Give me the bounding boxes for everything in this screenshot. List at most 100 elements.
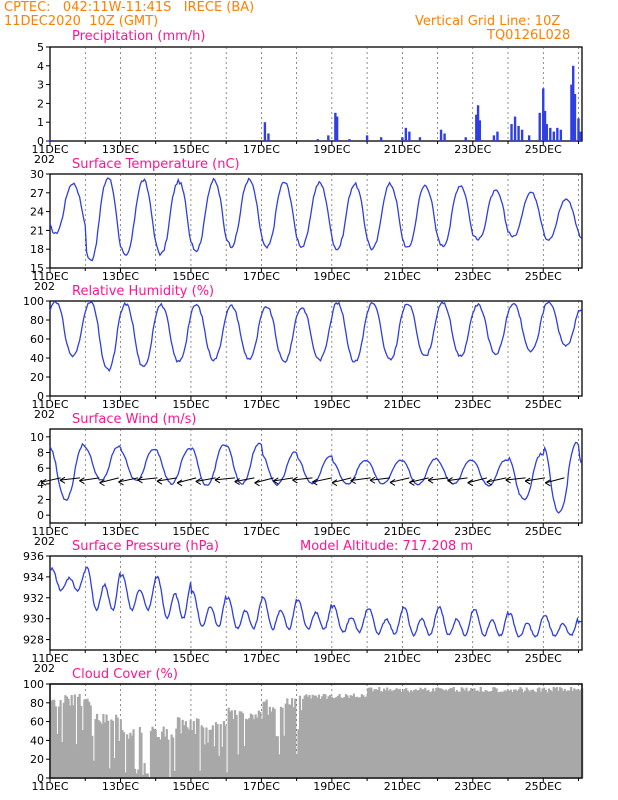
cloud-bar	[554, 688, 557, 778]
cloud-bar	[509, 689, 512, 778]
y-tick-label: 0	[37, 509, 44, 522]
x-tick-label: 15DEC	[172, 652, 209, 665]
cloud-bar	[528, 691, 531, 778]
cloud-bar	[497, 692, 500, 778]
precip-bar	[335, 116, 339, 141]
y-tick-label: 3	[37, 79, 44, 92]
y-tick-label: 20	[30, 753, 44, 766]
cloud-bar	[72, 705, 75, 778]
cloud-bar	[126, 734, 129, 778]
cloud-bar	[512, 689, 516, 778]
precip-bar	[549, 127, 552, 141]
cloud-bar	[222, 721, 225, 778]
cloud-bar	[265, 699, 268, 778]
cloud-bar	[406, 690, 409, 778]
cloud-bar	[560, 688, 563, 778]
cloud-bar	[514, 689, 517, 778]
x-tick-label: 17DEC	[243, 780, 280, 793]
x-tick-label: 11DEC	[31, 398, 68, 411]
x-tick-label: 15DEC	[172, 398, 209, 411]
cloud-bar	[386, 687, 389, 778]
cloud-bar	[362, 695, 365, 778]
cloud-bar	[446, 690, 449, 778]
header-line-2: 11DEC2020 10Z (GMT)	[4, 14, 159, 29]
cloud-bar	[165, 729, 168, 778]
x-year-label: 202	[34, 280, 55, 293]
cloud-bar	[451, 688, 454, 778]
cloud-bar	[520, 688, 524, 778]
cloud-bar	[287, 704, 290, 778]
cloud-bar	[382, 688, 386, 778]
panel-title: Cloud Cover (%)	[72, 667, 178, 682]
cloud-bar	[227, 707, 230, 778]
cloud-bar	[473, 688, 476, 778]
cloud-bar	[354, 697, 357, 778]
cloud-bar	[232, 718, 235, 778]
cloud-bar	[363, 697, 367, 778]
y-tick-label: 18	[30, 243, 44, 256]
precip-bar	[527, 135, 531, 141]
cloud-bar	[241, 713, 245, 778]
wind-arrow-head	[214, 476, 221, 484]
cloud-bar	[457, 691, 460, 778]
cloud-bar	[176, 717, 180, 778]
precip-bar	[542, 88, 545, 141]
cloud-bar	[398, 688, 401, 778]
cloud-bar	[65, 696, 69, 778]
wind-arrow	[234, 477, 255, 483]
cloud-bar	[206, 742, 210, 778]
cloud-bar	[574, 689, 577, 778]
cloud-bar	[69, 705, 72, 778]
cloud-bar	[403, 688, 406, 778]
cloud-bar	[311, 694, 314, 778]
cloud-bar	[298, 695, 302, 778]
cloud-bar	[324, 694, 327, 778]
precip-bar	[573, 94, 577, 141]
x-tick-label: 13DEC	[102, 270, 139, 283]
precip-bar	[545, 124, 548, 141]
cloud-bar	[102, 713, 105, 778]
y-tick-label: 5	[37, 41, 44, 54]
cloud-bar	[138, 726, 141, 778]
cloud-bar	[565, 691, 568, 778]
cloud-bar	[260, 718, 264, 778]
cloud-bar	[411, 691, 414, 778]
cloud-bar	[508, 690, 511, 778]
cloud-bar	[76, 696, 80, 778]
x-tick-label: 15DEC	[172, 525, 209, 538]
y-tick-label: 60	[30, 716, 44, 729]
cloud-bar	[192, 721, 195, 778]
cloud-bar	[276, 736, 279, 778]
cloud-bar	[571, 690, 574, 778]
grid-note: Vertical Grid Line: 10Z	[415, 14, 561, 29]
cloud-bar	[153, 728, 156, 778]
precip-bar	[543, 110, 547, 141]
cloud-bar	[170, 734, 173, 778]
cloud-bar	[357, 697, 360, 778]
cloud-bar	[394, 689, 397, 778]
precip-bar	[492, 135, 496, 141]
wind-arrow-head	[369, 476, 376, 484]
cloud-bar	[482, 692, 486, 778]
cloud-bar	[505, 691, 508, 778]
wind-arrow-head	[195, 478, 202, 485]
cloud-bar	[349, 695, 352, 778]
panel-frame	[49, 173, 583, 269]
cloud-bar	[310, 698, 313, 778]
wind-arrow	[99, 477, 119, 484]
wind-arrow	[331, 477, 352, 484]
cloud-bar	[83, 699, 86, 778]
cloud-bar	[395, 688, 398, 778]
y-tick-label: 0	[37, 135, 44, 148]
cloud-bar	[84, 699, 88, 778]
x-tick-label: 19DEC	[313, 270, 350, 283]
x-tick-label: 19DEC	[313, 143, 350, 156]
cloud-bar	[440, 688, 443, 778]
cloud-bar	[335, 697, 338, 778]
precip-bar	[334, 112, 337, 141]
cloud-bar	[355, 696, 359, 778]
cloud-bar	[500, 691, 503, 778]
cloud-bar	[470, 688, 473, 778]
cloud-bar	[474, 690, 478, 778]
x-tick-label: 11DEC	[31, 525, 68, 538]
